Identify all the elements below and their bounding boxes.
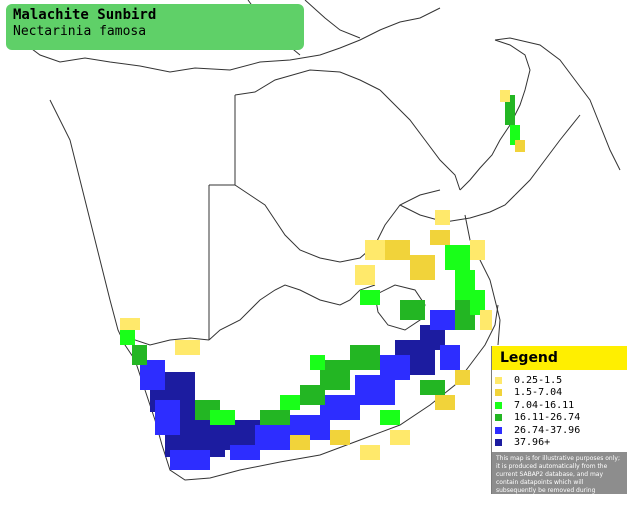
legend-item-label: 26.74-37.96 — [514, 424, 581, 436]
legend-item-label: 7.04-16.11 — [514, 399, 575, 411]
legend-item: 16.11-26.74 — [495, 412, 627, 425]
legend-swatch — [495, 389, 502, 397]
species-title-box: Malachite Sunbird Nectarinia famosa — [6, 4, 304, 50]
legend-panel: Legend 0.25-1.5 1.5-7.04 7.04-16.11 16.1… — [491, 346, 627, 502]
cells-7-04-16-11 — [120, 125, 520, 425]
legend-item-label: 37.96+ — [514, 437, 551, 449]
species-scientific-name: Nectarinia famosa — [13, 24, 147, 39]
legend-item: 37.96+ — [495, 437, 627, 450]
cells-26-74-37-96 — [140, 310, 460, 470]
legend-item: 0.25-1.5 — [495, 374, 627, 387]
distribution-cells — [120, 90, 525, 470]
legend-item: 7.04-16.11 — [495, 399, 627, 412]
legend-swatch — [495, 439, 502, 447]
legend-swatch — [495, 401, 502, 409]
legend-item-label: 0.25-1.5 — [514, 374, 563, 386]
cells-16-11-26-74 — [132, 95, 515, 425]
legend-swatch — [495, 426, 502, 434]
distribution-map — [19, 0, 621, 481]
cells-1-5-7-04 — [290, 140, 525, 450]
legend-items: 0.25-1.5 1.5-7.04 7.04-16.11 16.11-26.74… — [492, 370, 627, 452]
legend-heading: Legend — [492, 346, 627, 370]
legend-disclaimer: This map is for illustrative purposes on… — [496, 455, 620, 502]
country-borders — [19, 0, 621, 481]
legend-item-label: 1.5-7.04 — [514, 387, 563, 399]
legend-swatch — [495, 376, 502, 384]
legend-item-label: 16.11-26.74 — [514, 412, 581, 424]
cells-0-25-1-5 — [120, 90, 510, 460]
legend-swatch — [495, 414, 502, 422]
species-common-name: Malachite Sunbird — [13, 7, 157, 23]
legend-item: 1.5-7.04 — [495, 387, 627, 400]
legend-item: 26.74-37.96 — [495, 424, 627, 437]
